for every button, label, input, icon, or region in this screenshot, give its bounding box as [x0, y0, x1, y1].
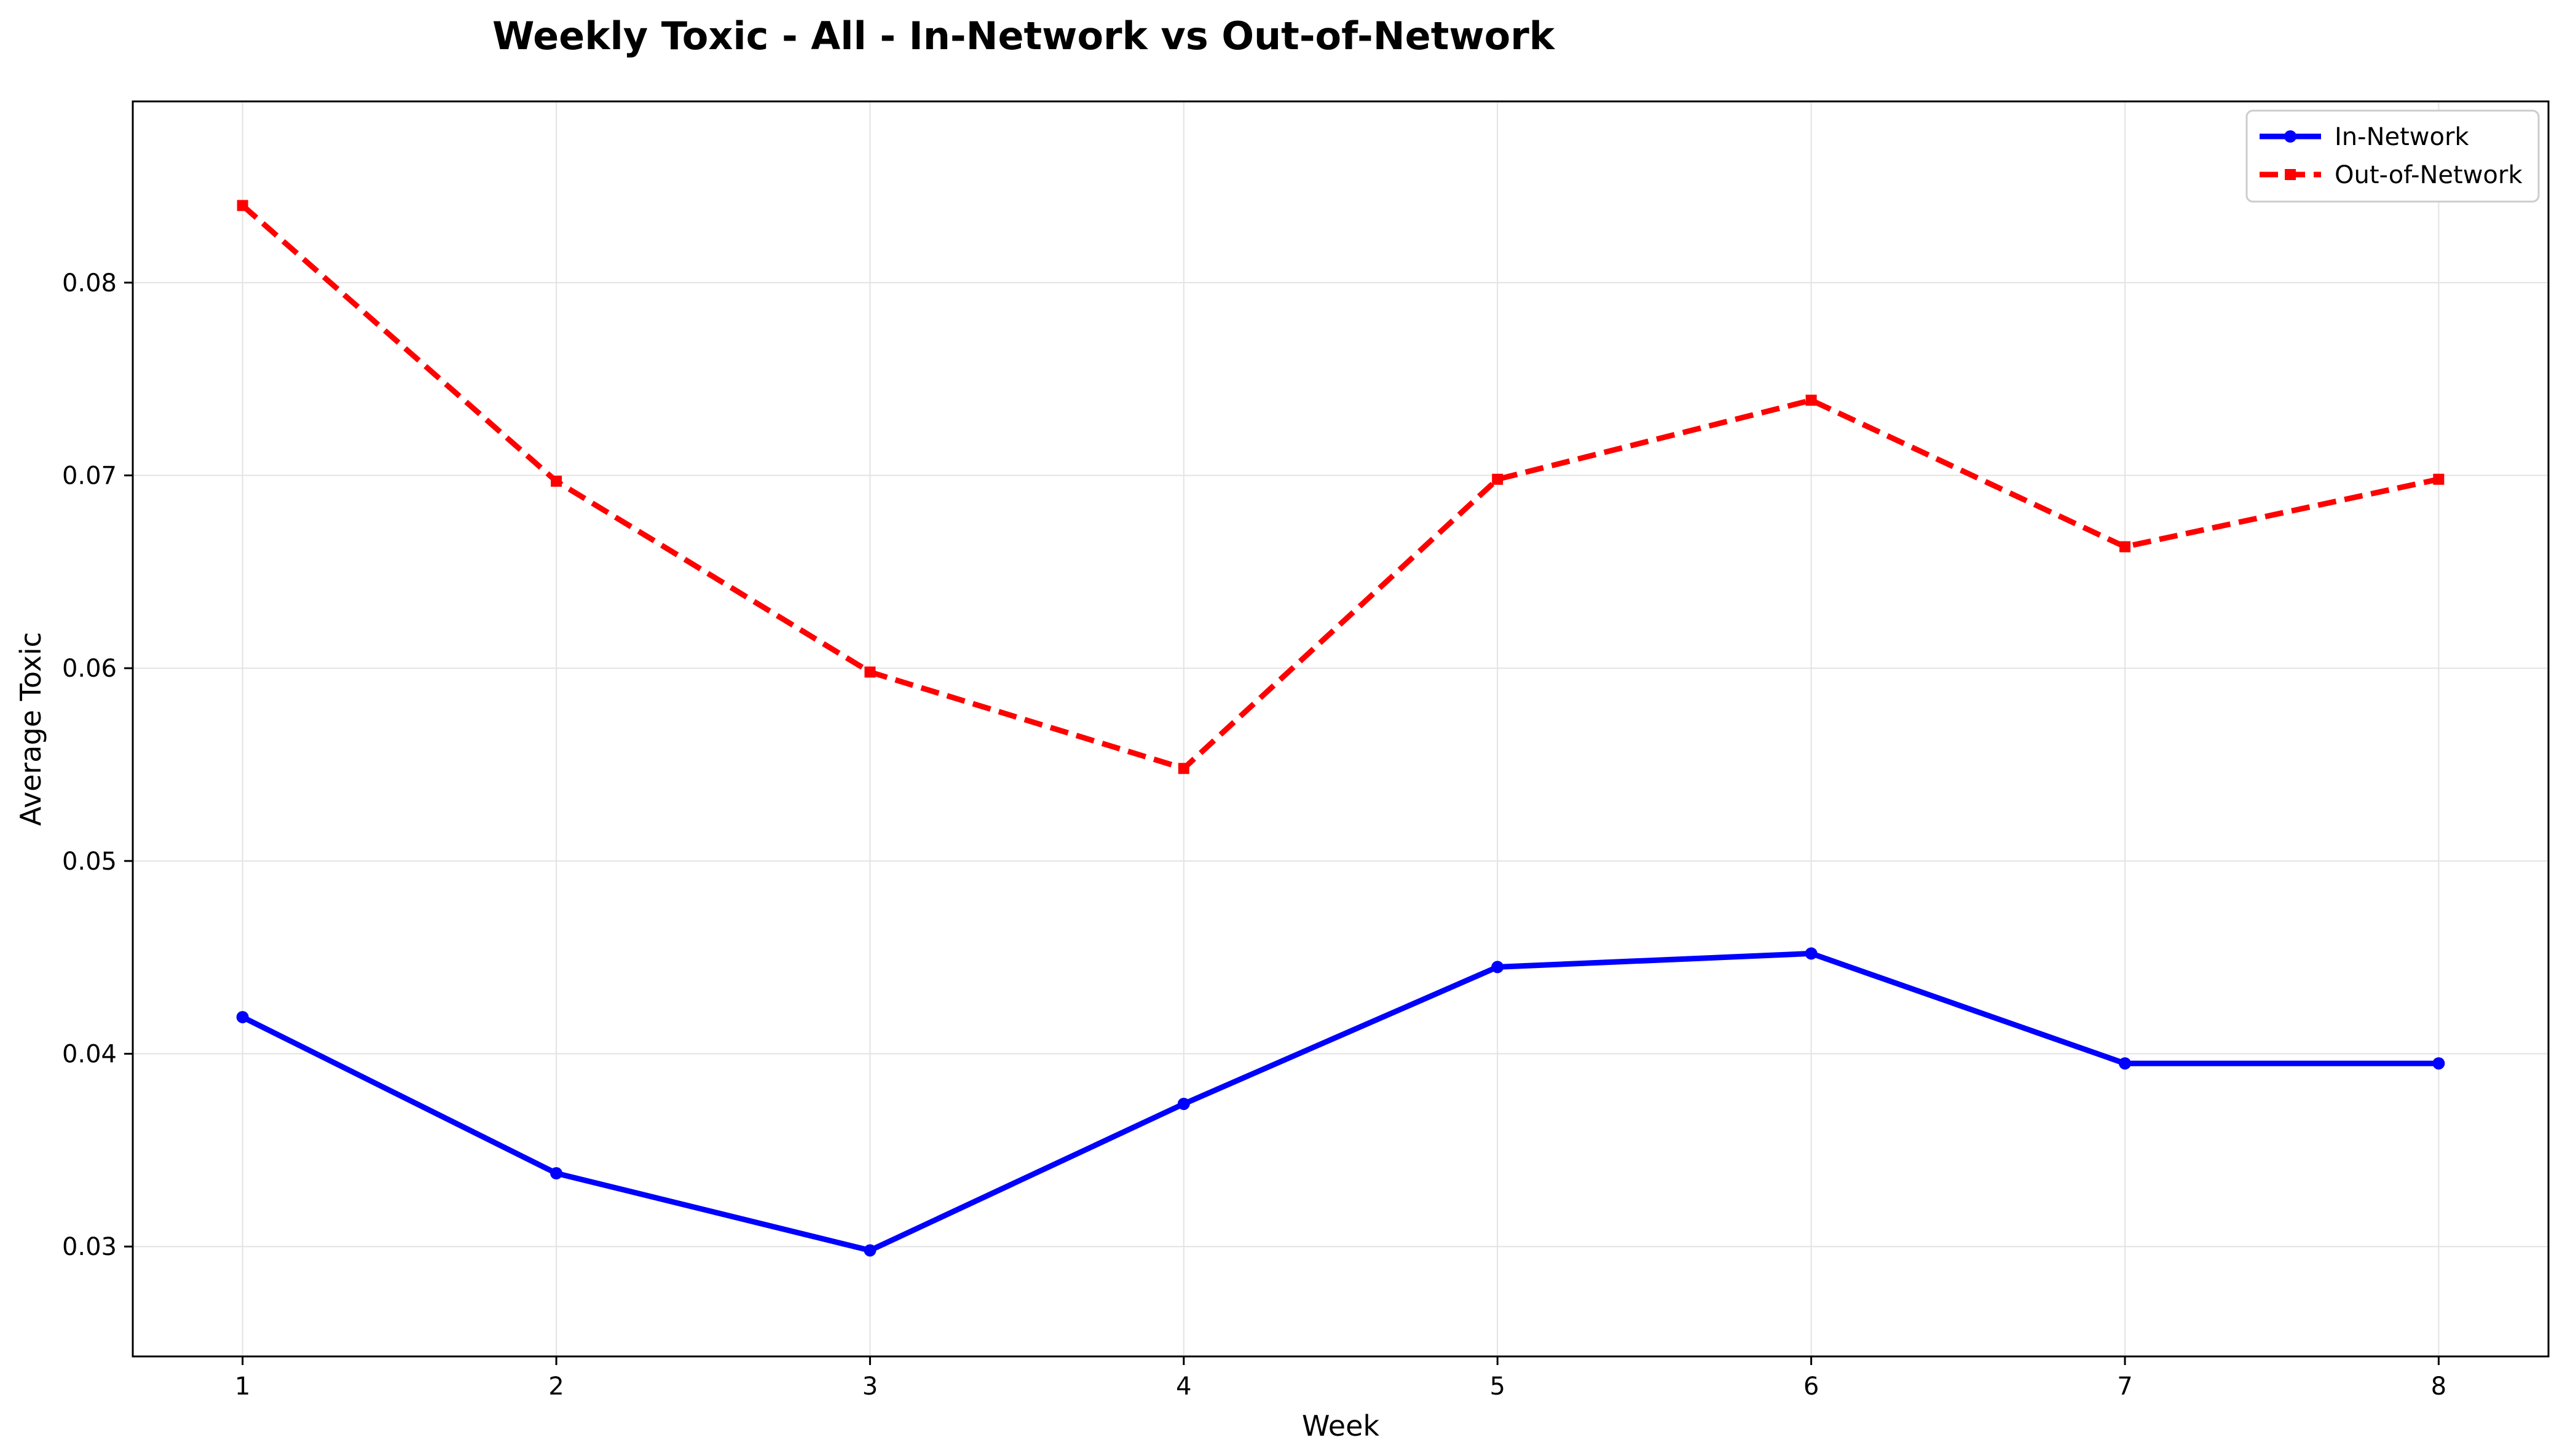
data-point	[1805, 395, 1817, 406]
y-tick-label: 0.06	[62, 655, 117, 683]
legend-label: In-Network	[2335, 123, 2469, 151]
plot-frame	[132, 100, 2550, 1358]
data-point	[2432, 1057, 2445, 1070]
data-point	[2119, 541, 2130, 553]
legend-swatch-marker	[2285, 169, 2296, 180]
series-layer	[236, 200, 2445, 1257]
data-point	[551, 475, 562, 487]
data-point	[2118, 1057, 2131, 1070]
data-point	[1178, 763, 1189, 774]
data-point	[864, 666, 876, 678]
y-tick-label: 0.04	[62, 1041, 117, 1069]
legend-label: Out-of-Network	[2335, 161, 2523, 189]
x-tick-label: 5	[1489, 1372, 1505, 1401]
x-tick-label: 6	[1803, 1372, 1819, 1401]
data-point	[1177, 1098, 1190, 1111]
grid-lines	[133, 101, 2548, 1356]
series-out-of-network	[237, 200, 2445, 774]
data-point	[237, 200, 248, 211]
data-point	[1491, 961, 1504, 974]
series-line	[240, 950, 2442, 1253]
legend-swatch-marker	[2284, 130, 2296, 143]
legend-item: Out-of-Network	[2260, 161, 2523, 189]
chart-title: Weekly Toxic - All - In-Network vs Out-o…	[492, 14, 1556, 58]
x-tick-label: 8	[2431, 1372, 2446, 1401]
data-point	[550, 1167, 563, 1180]
y-tick-label: 0.05	[62, 848, 117, 876]
y-axis: 0.03 0.04 0.05 0.06 0.07 0.08	[62, 269, 133, 1261]
x-tick-label: 2	[548, 1372, 564, 1401]
x-tick-label: 3	[862, 1372, 878, 1401]
data-point	[2433, 473, 2445, 485]
series-line	[240, 203, 2440, 771]
x-tick-label: 7	[2117, 1372, 2132, 1401]
x-axis-label: Week	[1302, 1409, 1379, 1442]
data-point	[236, 1010, 249, 1023]
x-tick-label: 1	[235, 1372, 250, 1401]
y-tick-label: 0.08	[62, 269, 117, 297]
x-axis: 1 2 3 4 5 6 7 8	[235, 1356, 2446, 1401]
y-tick-label: 0.07	[62, 462, 117, 490]
legend-box	[2245, 109, 2540, 203]
y-tick-label: 0.03	[62, 1233, 117, 1261]
legend-item: In-Network	[2260, 123, 2469, 151]
legend: In-Network Out-of-Network	[2245, 109, 2540, 203]
y-axis-label: Average Toxic	[14, 632, 47, 826]
data-point	[864, 1244, 877, 1257]
data-point	[1492, 473, 1504, 485]
x-tick-label: 4	[1176, 1372, 1191, 1401]
series-in-network	[236, 947, 2445, 1257]
data-point	[1805, 947, 1818, 960]
